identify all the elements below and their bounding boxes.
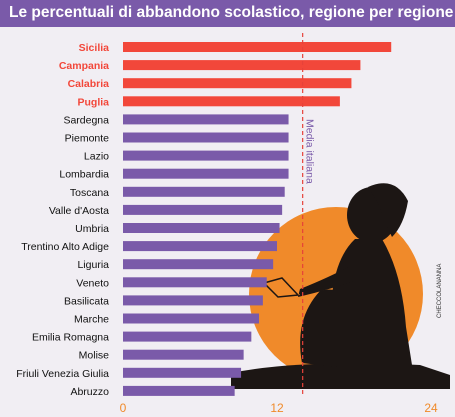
category-label: Trentino Alto Adige <box>21 241 109 253</box>
bar-1 <box>123 60 361 71</box>
category-label: Veneto <box>76 277 109 289</box>
category-label: Marche <box>74 314 109 326</box>
category-label: Lombardia <box>59 169 109 181</box>
title-bar: Le percentuali di abbandono scolastico, … <box>0 0 455 27</box>
bar-4 <box>123 114 289 125</box>
bar-7 <box>123 168 289 179</box>
category-label: Campania <box>59 60 109 72</box>
chart-title: Le percentuali di abbandono scolastico, … <box>9 4 454 21</box>
category-label: Liguria <box>77 259 109 271</box>
bar-12 <box>123 259 274 270</box>
bar-13 <box>123 277 267 288</box>
category-label: Emilia Romagna <box>32 332 109 344</box>
category-label: Friuli Venezia Giulia <box>16 368 109 380</box>
bar-8 <box>123 186 285 197</box>
category-label: Sicilia <box>79 42 110 54</box>
category-label: Toscana <box>70 187 109 199</box>
book-outline <box>262 277 300 298</box>
silhouette-hair <box>368 183 408 237</box>
x-tick-label: 24 <box>424 401 438 415</box>
category-label: Piemonte <box>65 133 110 145</box>
bar-chart: Sicilia Campania Calabria Puglia Sardegna Pie… <box>16 33 450 415</box>
reference-line-label: Media italiana <box>304 119 316 184</box>
category-label: Puglia <box>77 96 109 108</box>
category-label: Molise <box>79 350 110 362</box>
bar-16 <box>123 331 252 342</box>
bar-0 <box>123 42 392 52</box>
category-label: Umbria <box>75 223 109 235</box>
category-label: Sardegna <box>63 114 109 126</box>
category-label: Basilicata <box>64 295 109 307</box>
silhouette-knee <box>300 289 346 367</box>
silhouette-arm <box>298 265 360 297</box>
bar-15 <box>123 313 260 324</box>
category-label: Lazio <box>84 151 109 163</box>
category-label: Valle d'Aosta <box>49 205 109 217</box>
bar-2 <box>123 78 352 89</box>
bar-19 <box>123 385 235 396</box>
silhouette-ground <box>231 363 450 389</box>
x-tick-label: 12 <box>270 401 284 415</box>
bar-9 <box>123 204 283 215</box>
author-credit: CHECCOLANANNA <box>437 263 443 318</box>
category-label: Calabria <box>68 78 110 90</box>
bar-17 <box>123 349 244 360</box>
book-page <box>262 277 300 299</box>
x-tick-label: 0 <box>120 401 127 415</box>
bar-18 <box>123 367 242 378</box>
category-label: Abruzzo <box>70 386 109 398</box>
bar-11 <box>123 241 277 252</box>
bar-5 <box>123 132 289 143</box>
bar-14 <box>123 295 263 306</box>
bar-3 <box>123 96 340 107</box>
reading-child-silhouette <box>231 183 450 389</box>
bar-6 <box>123 150 289 161</box>
bar-10 <box>123 223 280 233</box>
